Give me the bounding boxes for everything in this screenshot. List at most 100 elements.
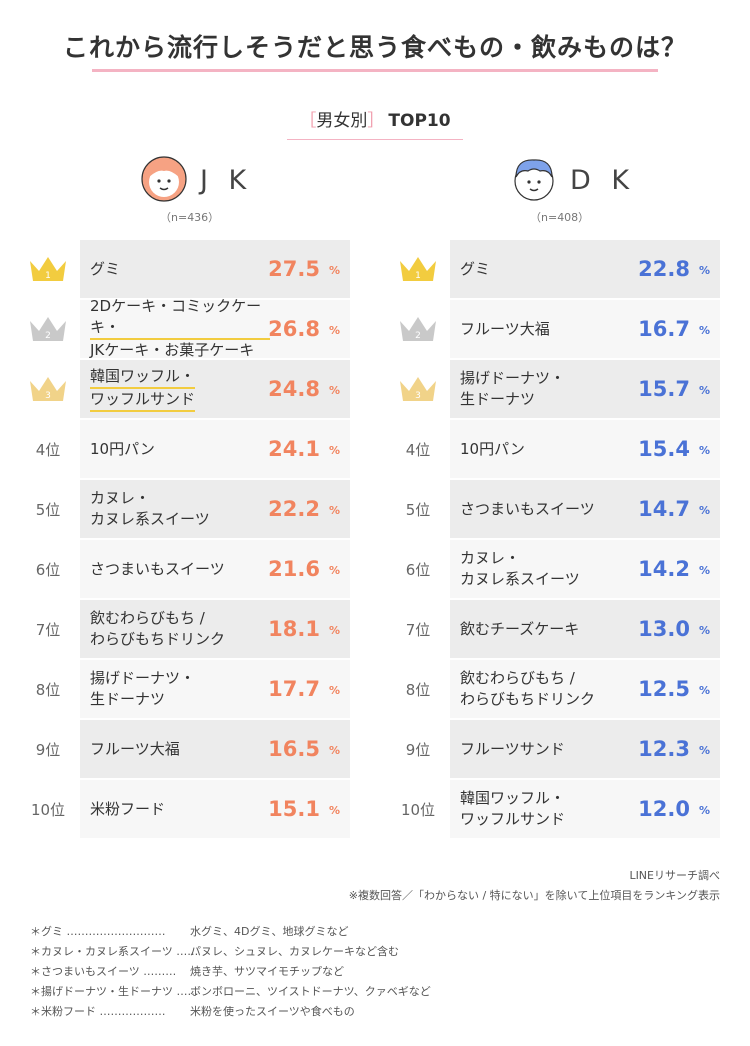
item-name: グミ [90, 240, 270, 298]
percent-unit: % [698, 804, 710, 817]
gold-crown-icon: 1 [400, 257, 436, 281]
source-text: LINEリサーチ調べ [629, 869, 720, 882]
rank-cell: グミ 27.5% [80, 240, 350, 298]
percent-unit: % [698, 744, 710, 757]
rank-marker: 9位 [35, 740, 61, 759]
note-description: 焼き芋、サツマイモチップなど [190, 965, 344, 978]
note-row: ＊米粉フード ……………… 米粉を使ったスイーツや食べもの [30, 1002, 431, 1022]
item-name: フルーツ大福 [460, 300, 640, 358]
percent-unit: % [328, 624, 340, 637]
method-note: ※複数回答／「わからない / 特にない」を除いて上位項目をランキング表示 [348, 889, 720, 902]
rank-cell: カヌレ・ カヌレ系スイーツ 14.2% [450, 540, 720, 598]
item-name-line: グミ [460, 259, 491, 278]
subtitle-rank: TOP10 [388, 111, 451, 131]
rank-cell: 韓国ワッフル・ ワッフルサンド 24.8% [80, 360, 350, 418]
crown-rank-label: 1 [45, 271, 51, 281]
item-value: 22.2 [268, 497, 320, 521]
percent-unit: % [328, 264, 340, 277]
item-name-line: わらびもちドリンク [460, 690, 596, 708]
jk-rank-row-5: 5位 カヌレ・ カヌレ系スイーツ 22.2% [20, 480, 360, 538]
note-description: 水グミ、4Dグミ、地球グミなど [190, 925, 349, 938]
dk-rank-row-4: 4位 10円パン 15.4% [390, 420, 730, 478]
crown-rank-label: 2 [415, 331, 421, 341]
jk-rank-row-1: 1 グミ 27.5% [20, 240, 360, 298]
item-value: 14.7 [638, 497, 690, 521]
subtitle-main: 男女別 [316, 111, 368, 131]
rank-cell: フルーツ大福 16.7% [450, 300, 720, 358]
rank-marker: 2 [390, 300, 446, 358]
dk-rank-row-10: 10位 韓国ワッフル・ ワッフルサンド 12.0% [390, 780, 730, 838]
percent-unit: % [698, 384, 710, 397]
jk-rank-row-3: 3 韓国ワッフル・ ワッフルサンド 24.8% [20, 360, 360, 418]
item-name-line: グミ [90, 259, 121, 278]
jk-label: J K [200, 165, 253, 196]
item-name: さつまいもスイーツ [460, 480, 640, 538]
item-name-line: カヌレ系スイーツ [90, 510, 210, 528]
percent-unit: % [328, 444, 340, 457]
bronze-crown-icon: 3 [400, 377, 436, 401]
item-value: 26.8 [268, 317, 320, 341]
item-name-line: カヌレ・ [90, 489, 151, 507]
item-value: 21.6 [268, 557, 320, 581]
note-description: パヌレ、シュヌレ、カヌレケーキなど含む [190, 945, 399, 958]
jk-rank-row-2: 2 2Dケーキ・コミックケーキ・ JKケーキ・お菓子ケーキ 26.8% [20, 297, 360, 363]
item-value: 13.0 [638, 617, 690, 641]
rank-marker: 10位 [400, 800, 436, 819]
rank-marker: 7位 [405, 620, 431, 639]
jk-rank-row-4: 4位 10円パン 24.1% [20, 420, 360, 478]
percent-unit: % [698, 564, 710, 577]
item-value: 14.2 [638, 557, 690, 581]
item-name-line: カヌレ・ [460, 549, 521, 567]
crown-rank-label: 2 [45, 331, 51, 341]
item-name: 揚げドーナツ・ 生ドーナツ [90, 660, 270, 718]
item-name-line: 飲むわらびもち / [460, 669, 575, 687]
item-value: 17.7 [268, 677, 320, 701]
crown-rank-label: 3 [45, 391, 51, 401]
item-name: カヌレ・ カヌレ系スイーツ [460, 540, 640, 598]
item-value: 27.5 [268, 257, 320, 281]
jk-rank-row-9: 9位 フルーツ大福 16.5% [20, 720, 360, 778]
item-name-line: 2Dケーキ・コミックケーキ・ [90, 296, 270, 340]
rank-cell: 10円パン 24.1% [80, 420, 350, 478]
note-term: ＊米粉フード ……………… [30, 1005, 166, 1018]
item-value: 24.1 [268, 437, 320, 461]
rank-marker: 8位 [35, 680, 61, 699]
rank-cell: 2Dケーキ・コミックケーキ・ JKケーキ・お菓子ケーキ 26.8% [80, 297, 350, 363]
item-value: 15.7 [638, 377, 690, 401]
note-row: ＊揚げドーナツ・生ドーナツ ……ボンボローニ、ツイストドーナツ、クァベギなど [30, 982, 431, 1002]
item-name: 2Dケーキ・コミックケーキ・ JKケーキ・お菓子ケーキ [90, 297, 270, 363]
subtitle-bracket-close: ］ [367, 111, 385, 131]
item-name-line: 韓国ワッフル・ [460, 789, 566, 807]
rank-marker: 4位 [35, 440, 61, 459]
silver-crown-icon: 2 [30, 317, 66, 341]
item-name-line: 揚げドーナツ・ [460, 369, 566, 387]
percent-unit: % [328, 744, 340, 757]
rank-marker: 5位 [35, 500, 61, 519]
item-name-line: 飲むチーズケーキ [460, 619, 580, 638]
item-value: 12.0 [638, 797, 690, 821]
rank-marker: 8位 [405, 680, 431, 699]
item-name: フルーツ大福 [90, 720, 270, 778]
dk-sample-size: （n=408） [530, 211, 590, 224]
definition-notes: ＊グミ ……………………… 水グミ、4Dグミ、地球グミなど ＊カヌレ・カヌレ系スイー… [30, 922, 431, 1022]
item-name: 韓国ワッフル・ ワッフルサンド [460, 780, 640, 838]
item-name: 10円パン [90, 420, 270, 478]
rank-cell: 飲むわらびもち / わらびもちドリンク 12.5% [450, 660, 720, 718]
item-name-line: フルーツサンド [460, 739, 565, 758]
note-term: ＊さつまいもスイーツ ……… [30, 965, 177, 978]
item-name-line: 生ドーナツ [90, 690, 166, 708]
percent-unit: % [698, 264, 710, 277]
dk-rank-row-7: 7位 飲むチーズケーキ 13.0% [390, 600, 730, 658]
dk-rank-row-5: 5位 さつまいもスイーツ 14.7% [390, 480, 730, 538]
subtitle-bracket-open: ［ [299, 111, 317, 131]
item-name-line: 揚げドーナツ・ [90, 669, 196, 687]
note-row: ＊カヌレ・カヌレ系スイーツ ……パヌレ、シュヌレ、カヌレケーキなど含む [30, 942, 431, 962]
jk-rank-row-7: 7位 飲むわらびもち / わらびもちドリンク 18.1% [20, 600, 360, 658]
rank-cell: 揚げドーナツ・ 生ドーナツ 17.7% [80, 660, 350, 718]
source-block: LINEリサーチ調べ ※複数回答／「わからない / 特にない」を除いて上位項目を… [349, 866, 720, 906]
rank-marker: 3 [390, 360, 446, 418]
rank-cell: 米粉フード 15.1% [80, 780, 350, 838]
item-name: 飲むわらびもち / わらびもちドリンク [90, 600, 270, 658]
item-name-line: ワッフルサンド [460, 810, 566, 828]
percent-unit: % [328, 384, 340, 397]
